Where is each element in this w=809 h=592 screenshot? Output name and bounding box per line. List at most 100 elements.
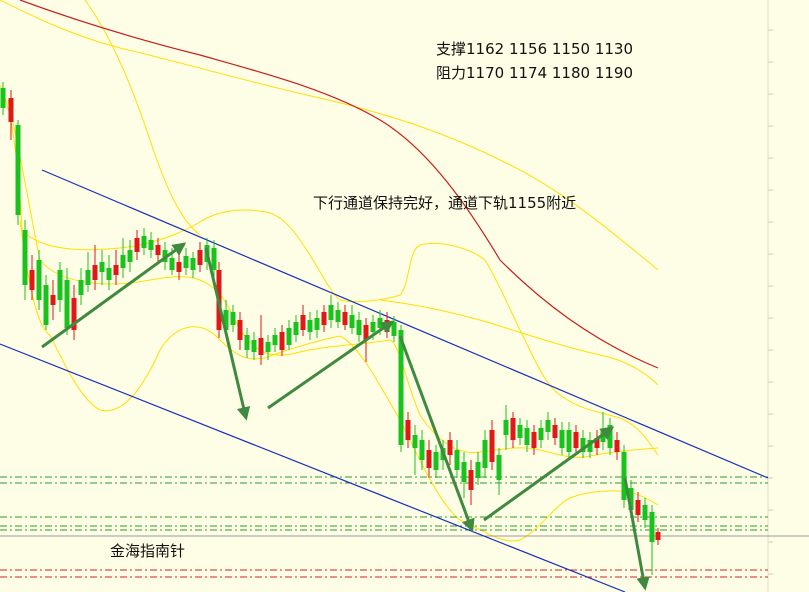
candle-bearish <box>426 450 432 468</box>
candle-bullish <box>211 248 217 270</box>
trend-arrow-up <box>483 426 615 522</box>
bollinger-wide-upper <box>84 0 201 236</box>
bollinger-bands <box>0 0 659 542</box>
candle-bearish <box>468 470 474 490</box>
candle-bearish <box>405 420 411 440</box>
candle-bullish <box>0 88 6 108</box>
candle-bullish <box>419 440 425 460</box>
candle-bullish <box>265 342 271 352</box>
watermark-text: 金海指南针 <box>110 542 185 560</box>
candle-bullish <box>230 312 236 325</box>
channel-lower-line <box>0 343 626 592</box>
candle-bullish <box>307 320 313 332</box>
candle-bullish <box>148 240 154 250</box>
candle-bullish <box>370 322 376 332</box>
candle-bullish <box>57 270 63 300</box>
candle-bullish <box>15 125 21 215</box>
candle-bullish <box>272 335 278 345</box>
candle-bullish <box>120 255 126 268</box>
candle-bullish <box>454 450 460 470</box>
candle-bullish <box>244 335 250 350</box>
candle-bullish <box>649 512 655 542</box>
candle-bearish <box>531 432 537 448</box>
candle-bearish <box>237 320 243 340</box>
candle-bearish <box>635 500 641 515</box>
candle-bullish <box>461 462 467 482</box>
candle-bullish <box>349 315 355 328</box>
channel-note-text: 下行通道保持完好，通道下轨1155附近 <box>313 194 576 212</box>
trend-arrow-down <box>623 477 650 591</box>
candle-bullish <box>391 322 397 336</box>
candle-bullish <box>412 435 418 448</box>
candle-bullish <box>545 420 551 432</box>
candle-bullish <box>78 280 84 295</box>
candle-bullish <box>503 420 509 435</box>
candle-bearish <box>300 315 306 330</box>
candle-bullish <box>43 285 49 325</box>
candle-bullish <box>642 505 648 520</box>
bollinger-upper <box>0 84 659 456</box>
candle-bearish <box>321 312 327 325</box>
candle-bullish <box>314 318 320 330</box>
candle-bearish <box>279 332 285 350</box>
candle-bullish <box>85 270 91 285</box>
candle-bearish <box>176 262 182 272</box>
candle-bearish <box>92 265 98 280</box>
bollinger-outer-arc <box>0 0 659 271</box>
bollinger-lower <box>19 219 659 542</box>
candle-bullish <box>398 330 404 445</box>
candle-bearish <box>614 440 620 452</box>
candle-bearish <box>113 265 119 275</box>
candle-bullish <box>141 236 147 248</box>
candle-bullish <box>251 340 257 352</box>
candle-bullish <box>356 320 362 335</box>
trend-arrow-down <box>204 247 251 421</box>
resistance-levels-text: 阻力1170 1174 1180 1190 <box>436 64 633 82</box>
candle-bullish <box>190 258 196 270</box>
bollinger-wide-lower <box>379 299 659 386</box>
moving-average <box>19 0 659 369</box>
candle-bullish <box>566 430 572 452</box>
trend-arrow-up <box>267 320 395 410</box>
candle-bearish <box>573 432 579 448</box>
candle-bearish <box>594 438 600 448</box>
candle-bearish <box>50 295 56 305</box>
candle-bullish <box>183 256 189 268</box>
candle-bearish <box>552 425 558 438</box>
candle-bearish <box>29 270 35 290</box>
candle-bullish <box>377 318 383 328</box>
candle-bullish <box>64 280 70 328</box>
candle-bullish <box>335 310 341 322</box>
candle-bearish <box>258 338 264 355</box>
candle-bullish <box>538 428 544 440</box>
bollinger-middle <box>7 99 659 458</box>
candle-bearish <box>197 250 203 265</box>
candle-bullish <box>36 260 42 300</box>
candle-bearish <box>489 430 495 462</box>
candle-bullish <box>587 440 593 452</box>
candle-bullish <box>99 262 105 272</box>
candle-bullish <box>580 438 586 452</box>
candle-bullish <box>524 428 530 445</box>
candle-bullish <box>482 440 488 468</box>
candle-bearish <box>155 245 161 255</box>
candle-bearish <box>510 418 516 440</box>
candle-bullish <box>22 230 28 285</box>
trend-arrow-up <box>41 242 187 349</box>
trend-arrow-down <box>398 335 475 533</box>
candle-bullish <box>223 310 229 330</box>
candle-bullish <box>293 322 299 335</box>
candle-bearish <box>134 238 140 252</box>
candle-bullish <box>559 430 565 448</box>
price-axis <box>767 0 773 592</box>
candle-bearish <box>655 532 661 540</box>
candle-bearish <box>71 298 77 330</box>
candle-bullish <box>621 452 627 500</box>
channel-upper-line <box>41 169 769 479</box>
candle-bullish <box>496 455 502 480</box>
candle-bullish <box>127 250 133 262</box>
candle-bullish <box>433 452 439 470</box>
candle-bullish <box>328 305 334 320</box>
